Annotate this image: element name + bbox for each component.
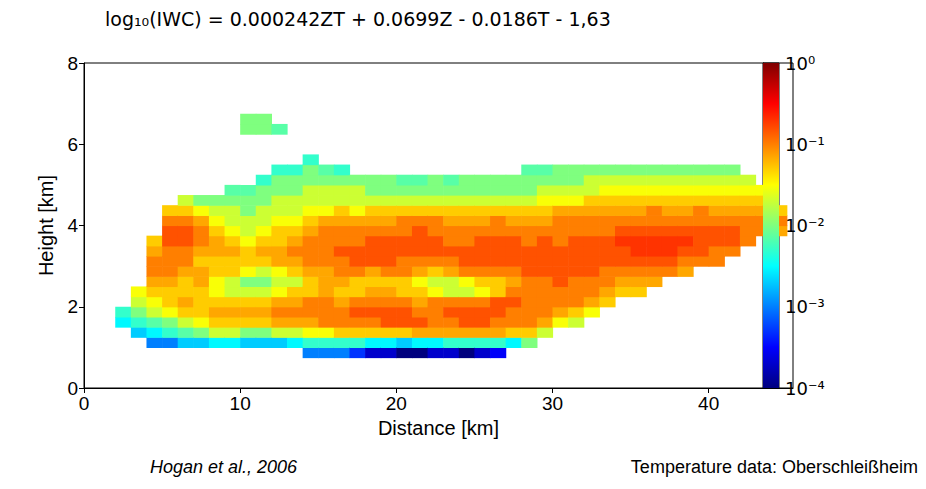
svg-text:8: 8: [67, 53, 78, 74]
svg-text:6: 6: [67, 134, 78, 155]
svg-text:0: 0: [79, 393, 90, 414]
svg-text:10⁻²: 10⁻²: [785, 215, 825, 236]
svg-text:10⁻⁴: 10⁻⁴: [785, 378, 825, 399]
svg-text:40: 40: [698, 393, 719, 414]
svg-text:20: 20: [386, 393, 407, 414]
svg-text:Height [km]: Height [km]: [35, 175, 57, 276]
svg-text:10: 10: [230, 393, 251, 414]
svg-text:Hogan et al., 2006: Hogan et al., 2006: [150, 457, 298, 477]
svg-text:0: 0: [67, 378, 78, 399]
svg-text:4: 4: [67, 215, 78, 236]
svg-text:2: 2: [67, 296, 78, 317]
svg-text:Temperature data: Oberschleißh: Temperature data: Oberschleißheim: [631, 457, 918, 477]
svg-text:30: 30: [542, 393, 563, 414]
svg-text:log₁₀(IWC) = 0.000242ZT + 0.06: log₁₀(IWC) = 0.000242ZT + 0.0699Z - 0.01…: [105, 8, 611, 30]
svg-text:Distance [km]: Distance [km]: [378, 417, 499, 439]
svg-text:10⁻³: 10⁻³: [785, 296, 825, 317]
svg-text:10⁻¹: 10⁻¹: [785, 134, 825, 155]
svg-text:10⁰: 10⁰: [785, 53, 815, 74]
